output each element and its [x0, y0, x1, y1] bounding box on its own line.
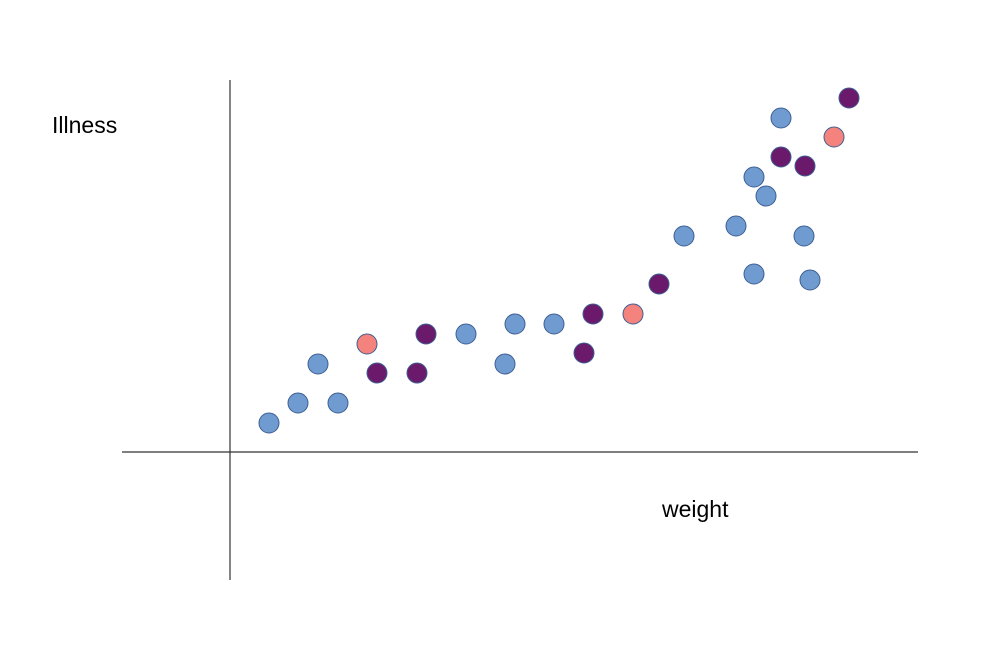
point — [406, 362, 428, 384]
point — [415, 323, 437, 345]
x-axis-label: weight — [661, 496, 729, 522]
point — [494, 353, 516, 375]
point — [770, 146, 792, 168]
point — [356, 333, 378, 355]
point — [823, 126, 845, 148]
point — [573, 342, 595, 364]
point — [793, 225, 815, 247]
point — [648, 273, 670, 295]
point — [307, 353, 329, 375]
point — [794, 155, 816, 177]
point — [725, 215, 747, 237]
point — [622, 303, 644, 325]
point — [287, 392, 309, 414]
point — [743, 166, 765, 188]
y-axis-label: Illness — [52, 112, 117, 138]
point — [327, 392, 349, 414]
point — [755, 185, 777, 207]
point — [366, 362, 388, 384]
point — [838, 87, 860, 109]
point — [543, 313, 565, 335]
point — [504, 313, 526, 335]
point — [743, 263, 765, 285]
point — [673, 225, 695, 247]
point — [799, 269, 821, 291]
point — [258, 412, 280, 434]
point — [770, 107, 792, 129]
point — [455, 323, 477, 345]
point — [582, 303, 604, 325]
